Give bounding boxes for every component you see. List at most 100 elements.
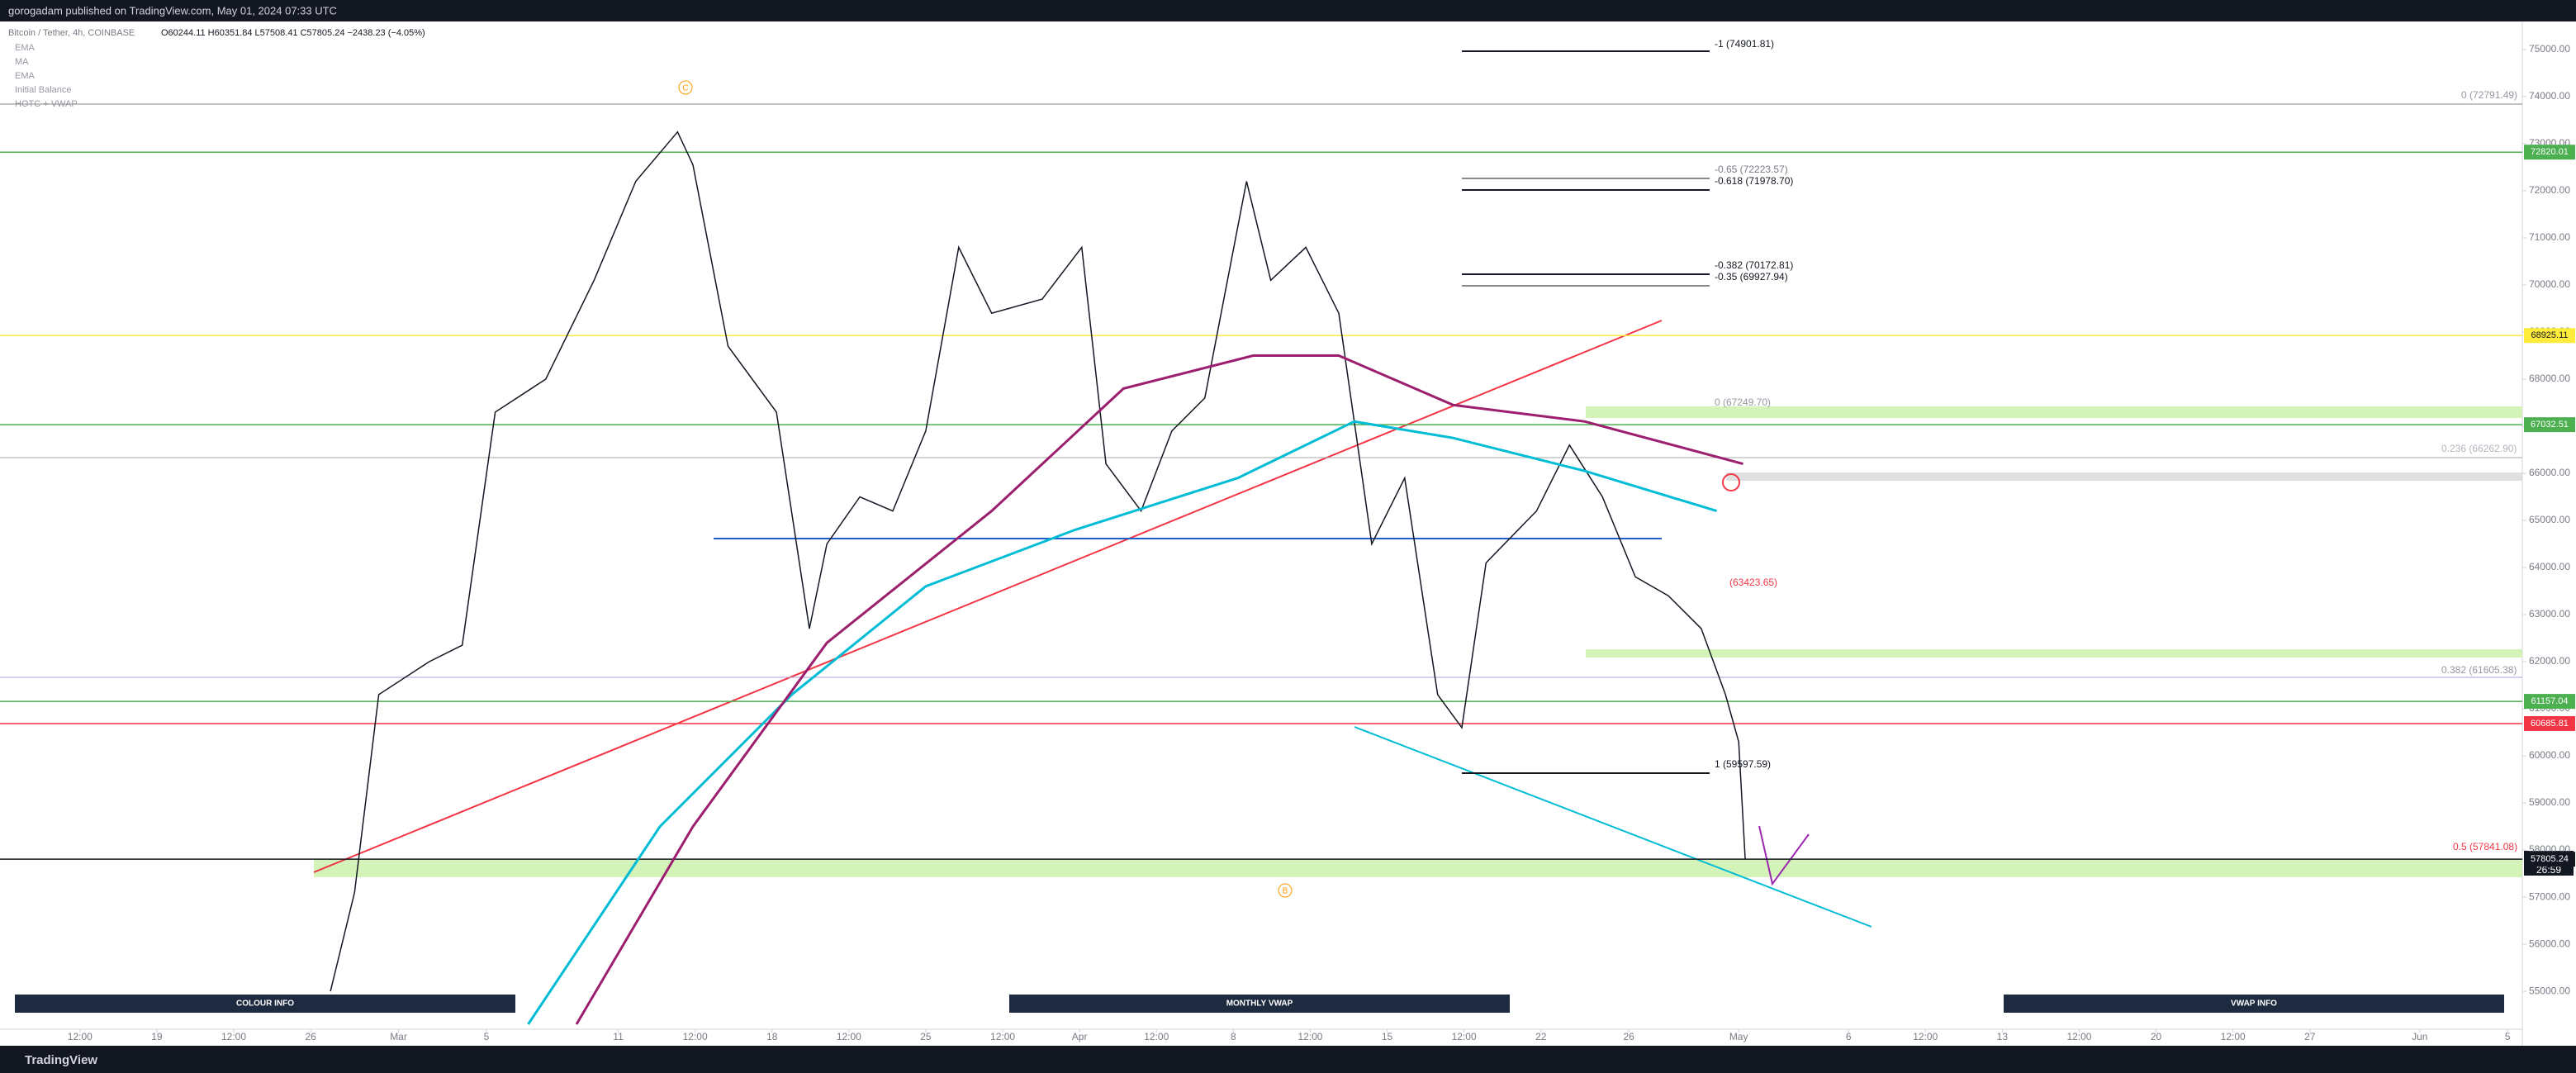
x-tick-label: May: [1729, 1031, 1748, 1042]
y-tick-label: 59000.00: [2529, 796, 2570, 808]
x-tick-label: 27: [2304, 1031, 2316, 1042]
y-tick-label: 62000.00: [2529, 655, 2570, 667]
zone: [1586, 649, 2522, 658]
indicator-label: MA: [15, 57, 29, 67]
zone: [1726, 472, 2522, 481]
price-label-bg: [2524, 417, 2575, 433]
info-box-label: MONTHLY VWAP: [1226, 999, 1293, 1009]
fib-label: (63423.65): [1729, 577, 1777, 588]
x-tick-label: 18: [766, 1031, 778, 1042]
y-tick-label: 68000.00: [2529, 373, 2570, 384]
y-tick-label: 64000.00: [2529, 561, 2570, 572]
x-tick-label: 8: [1231, 1031, 1236, 1042]
x-tick-label: 26: [305, 1031, 316, 1042]
x-tick-label: 13: [1997, 1031, 2009, 1042]
price-label: 57805.24: [2531, 854, 2569, 864]
price-label-bg: [2524, 145, 2575, 160]
fib-label: 0 (72791.49): [2461, 89, 2517, 101]
x-tick-label: 11: [613, 1031, 624, 1042]
x-tick-label: 12:00: [1297, 1031, 1322, 1042]
fib-label: 1 (59597.59): [1715, 758, 1771, 770]
y-tick-label: 74000.00: [2529, 90, 2570, 102]
demand-zone: [314, 859, 2522, 877]
header-bar: [0, 0, 2576, 21]
y-tick-label: 72000.00: [2529, 184, 2570, 196]
x-tick-label: Jun: [2412, 1031, 2427, 1042]
x-tick-label: 19: [151, 1031, 163, 1042]
x-tick-label: 20: [2151, 1031, 2162, 1042]
info-box: [15, 995, 515, 1013]
info-box-label: VWAP INFO: [2231, 999, 2277, 1009]
indicator-label: Initial Balance: [15, 85, 72, 95]
indicator-label: EMA: [15, 43, 36, 53]
x-tick-label: 25: [920, 1031, 932, 1042]
price-line: [330, 131, 1746, 992]
countdown: 26:59: [2536, 864, 2561, 876]
y-tick-label: 55000.00: [2529, 985, 2570, 996]
supply-zone: [1586, 406, 2522, 418]
info-box: [2004, 995, 2504, 1013]
highlight-circle: [1722, 473, 1740, 491]
indicator-label: EMA: [15, 71, 36, 81]
fib-label: -0.65 (72223.57): [1715, 164, 1788, 175]
info-box: [1009, 995, 1510, 1013]
x-tick-label: Apr: [1072, 1031, 1088, 1042]
projection-arrow: [1758, 825, 1810, 886]
footer-bar: [0, 1046, 2576, 1073]
footer-logo: TradingView: [25, 1053, 97, 1067]
fib-label: 0 (67249.70): [1715, 396, 1771, 408]
x-tick-label: 6: [1846, 1031, 1852, 1042]
y-tick-label: 75000.00: [2529, 43, 2570, 55]
symbol-values: O60244.11 H60351.84 L57508.41 C57805.24 …: [161, 28, 425, 38]
fib-label: 0.382 (61605.38): [2441, 664, 2517, 676]
y-tick-label: 70000.00: [2529, 278, 2570, 290]
y-tick-label: 56000.00: [2529, 938, 2570, 949]
x-tick-label: 26: [1623, 1031, 1634, 1042]
x-tick-label: 12:00: [1452, 1031, 1477, 1042]
x-tick-label: 12:00: [221, 1031, 246, 1042]
price-line: [575, 354, 1743, 1025]
wave-marker-ring: [1278, 883, 1293, 898]
x-tick-label: 12:00: [837, 1031, 861, 1042]
price-label-bg: [2524, 694, 2575, 710]
info-box-label: COLOUR INFO: [236, 999, 294, 1009]
price-label: 61157.04: [2531, 696, 2568, 706]
price-label: 67032.51: [2531, 420, 2569, 430]
x-tick-label: 22: [1535, 1031, 1547, 1042]
indicator-label: HOTC + VWAP: [15, 99, 78, 109]
x-tick-label: 12:00: [683, 1031, 708, 1042]
fib-label: 0.5 (57841.08): [2453, 841, 2517, 852]
fib-label: -0.382 (70172.81): [1715, 259, 1793, 271]
price-line: [527, 420, 1718, 1025]
trendline: [313, 320, 1663, 873]
y-tick-label: 60000.00: [2529, 749, 2570, 761]
x-tick-label: 12:00: [2221, 1031, 2246, 1042]
price-label-bg: [2524, 852, 2575, 867]
x-tick-label: 5: [2505, 1031, 2511, 1042]
y-tick-label: 66000.00: [2529, 467, 2570, 478]
fib-label: -1 (74901.81): [1715, 38, 1774, 50]
x-tick-label: 5: [484, 1031, 490, 1042]
x-tick-label: 12:00: [1913, 1031, 1938, 1042]
x-tick-label: 12:00: [990, 1031, 1015, 1042]
x-tick-label: 12:00: [2066, 1031, 2091, 1042]
fib-label: -0.618 (71978.70): [1715, 175, 1793, 187]
x-tick-label: Mar: [390, 1031, 407, 1042]
symbol-title: Bitcoin / Tether, 4h, COINBASE: [8, 28, 135, 38]
y-tick-label: 71000.00: [2529, 231, 2570, 243]
y-tick-label: 65000.00: [2529, 514, 2570, 525]
price-label-bg: [2524, 328, 2575, 344]
x-tick-label: 12:00: [68, 1031, 93, 1042]
price-label-bg: [2524, 715, 2575, 731]
price-label: 60685.81: [2531, 719, 2569, 729]
wave-marker: B: [1283, 887, 1288, 896]
fib-label: 0.236 (66262.90): [2441, 443, 2517, 454]
x-tick-label: 12:00: [1144, 1031, 1169, 1042]
price-label: 72820.01: [2531, 147, 2569, 157]
price-label: 68925.11: [2531, 330, 2568, 340]
wave-marker-ring: [678, 80, 693, 95]
y-tick-label: 63000.00: [2529, 608, 2570, 620]
publisher: gorogadam published on TradingView.com, …: [8, 4, 337, 17]
